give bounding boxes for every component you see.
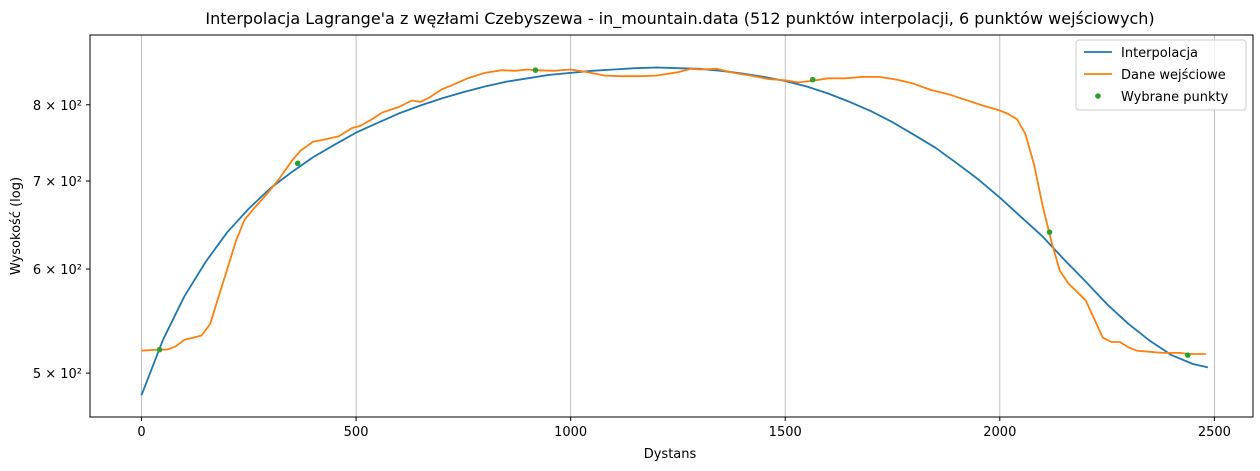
legend-label: Dane wejściowe: [1121, 68, 1226, 83]
y-tick-label: 7 × 10²: [33, 175, 82, 190]
selected-point: [294, 160, 301, 167]
y-tick-label: 8 × 10²: [33, 99, 82, 114]
selected-point: [809, 76, 816, 83]
selected-point: [1046, 229, 1053, 235]
selected-point: [532, 67, 539, 73]
series-line-1: [140, 66, 1209, 396]
legend-label: Wybrane punkty: [1121, 90, 1229, 105]
plot-frame: [89, 34, 1254, 418]
legend-frame: [1075, 39, 1247, 111]
grid-lines: [141, 35, 1215, 417]
x-tick-label: 500: [344, 425, 369, 440]
y-tick-label: 6 × 10²: [33, 263, 82, 278]
y-axis: 5 × 10² 6 × 10² 7 × 10² 8 × 10²: [33, 99, 90, 382]
x-tick-label: 2000: [983, 425, 1016, 440]
x-tick-label: 2500: [1198, 425, 1231, 440]
series-layer: [140, 66, 1209, 396]
y-axis-label: Wysokość (log): [9, 177, 24, 275]
chart-title: Interpolacja Lagrange'a z węzłami Czebys…: [205, 9, 1154, 29]
selected-point: [156, 346, 163, 353]
legend-swatch: [1095, 93, 1101, 99]
legend-label: Interpolacja: [1121, 46, 1198, 61]
series-line-2: [141, 67, 1206, 355]
x-axis: 0 500 1000 1500 2000 2500: [137, 417, 1231, 440]
x-axis-label: Dystans: [644, 447, 697, 462]
x-tick-label: 0: [137, 425, 145, 440]
x-tick-label: 1500: [769, 425, 802, 440]
x-tick-label: 1000: [554, 425, 587, 440]
selected-point: [1184, 352, 1191, 358]
legend: Interpolacja Dane wejściowe Wybrane punkty: [1075, 39, 1247, 111]
y-tick-label: 5 × 10²: [33, 367, 82, 382]
